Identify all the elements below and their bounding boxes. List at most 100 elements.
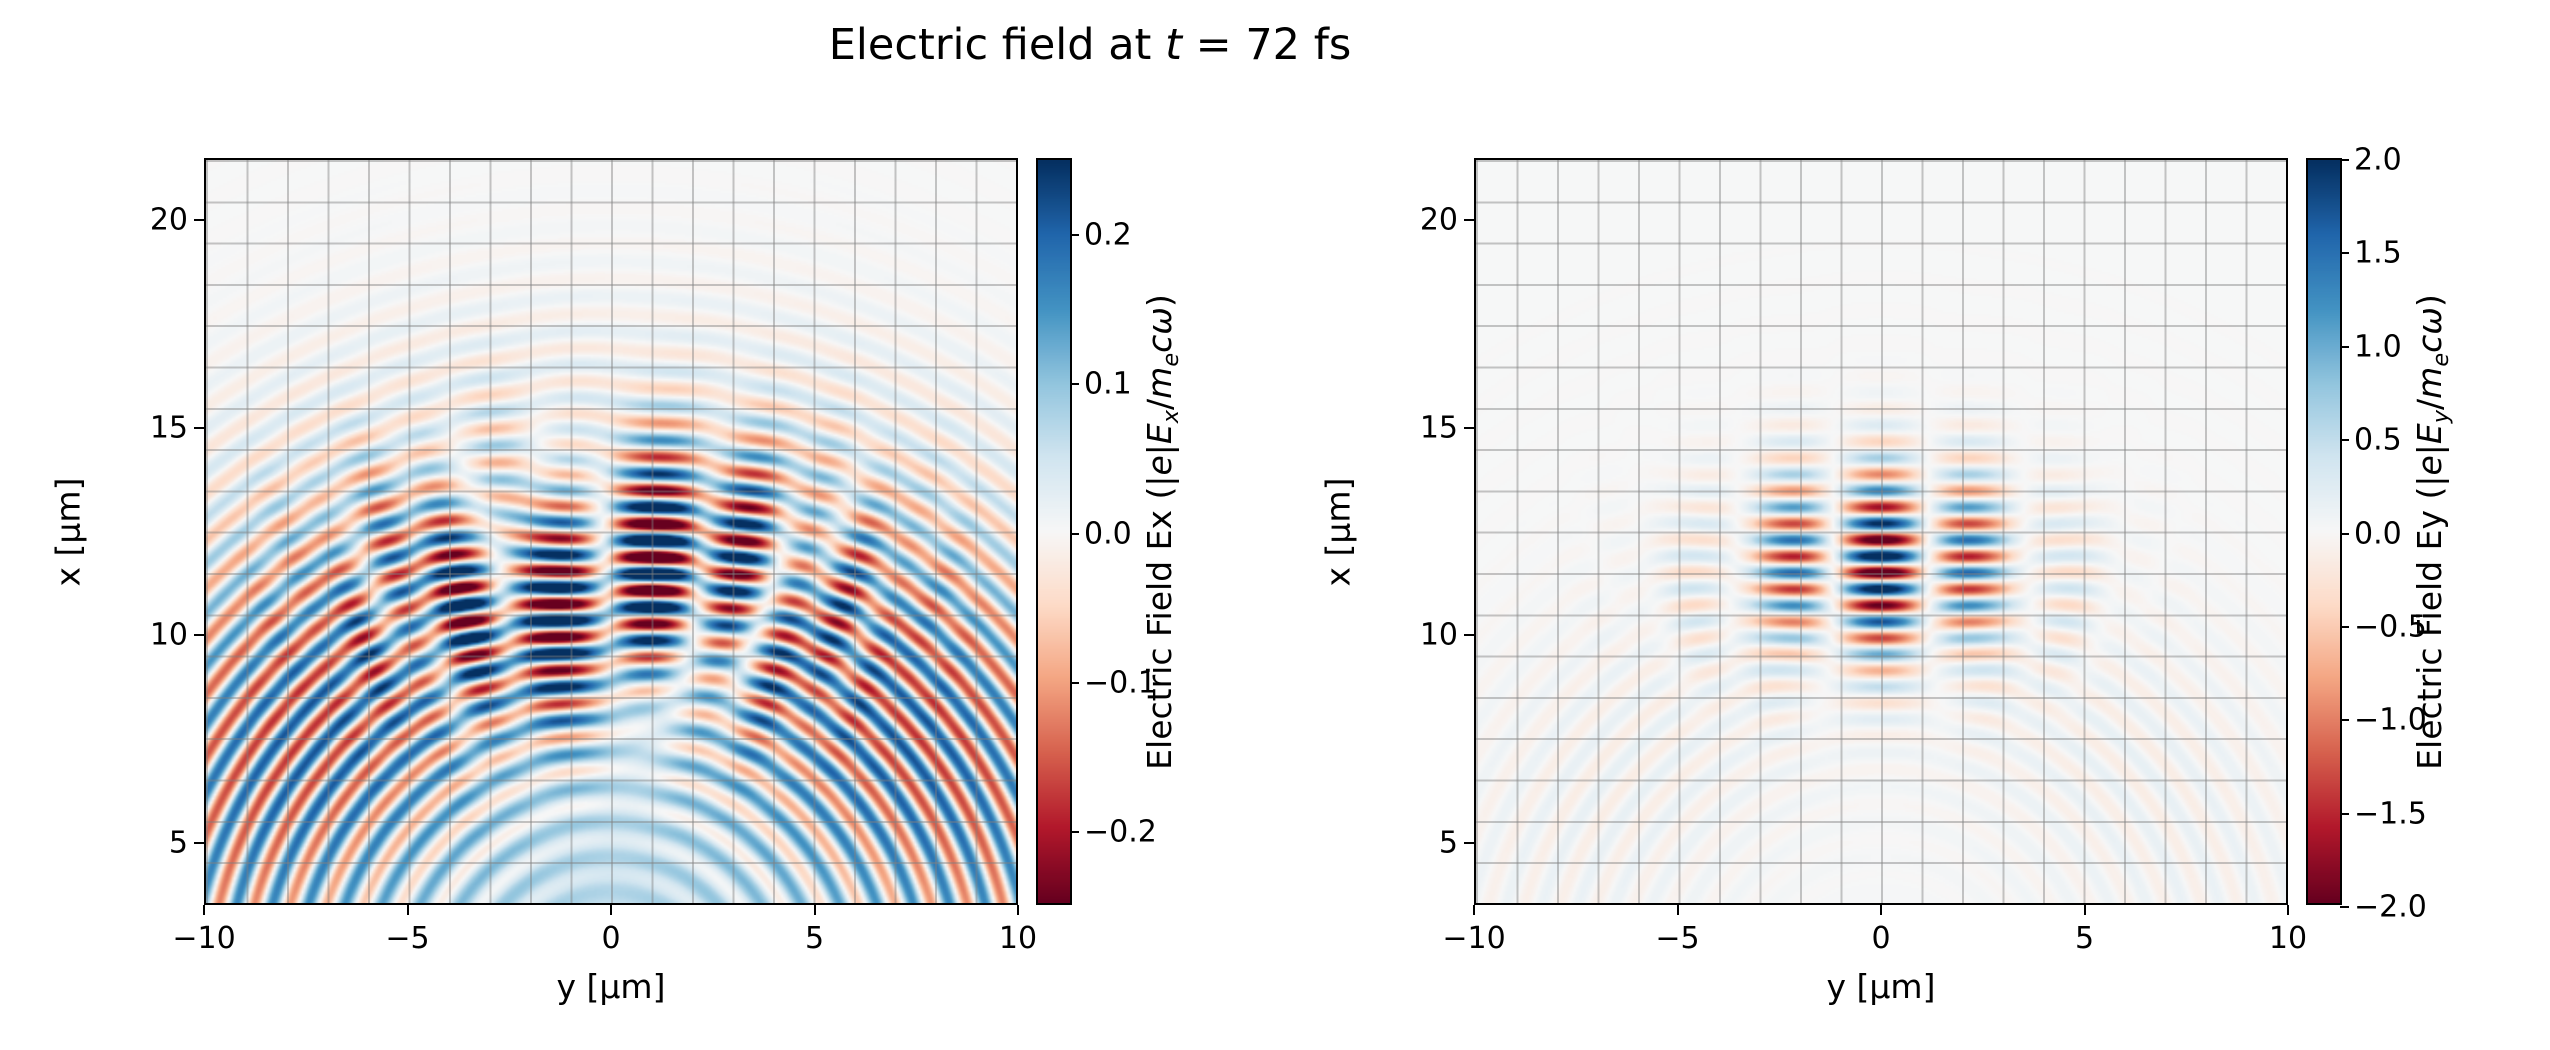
y-tick-mark xyxy=(1464,634,1474,637)
x-tick-label: 5 xyxy=(2074,921,2095,956)
figure-title: Electric field at t = 72 fs xyxy=(829,20,1352,70)
text-part: x xyxy=(1157,409,1184,423)
colorbar-tick-label: 1.5 xyxy=(2354,235,2402,271)
text-part: E xyxy=(1140,422,1180,444)
text-part: m xyxy=(1140,366,1180,399)
y-tick-label: 5 xyxy=(1438,825,1458,861)
text-part: | xyxy=(1140,443,1180,455)
y-tick-label: 15 xyxy=(1419,410,1458,446)
y-axis-label-ey: x [μm] xyxy=(1318,477,1358,586)
y-tick-label: 20 xyxy=(1419,202,1458,238)
text-part: ) xyxy=(1140,293,1180,307)
colorbar-tick-label: −1.0 xyxy=(2354,702,2427,738)
x-tick-mark xyxy=(1676,905,1679,915)
colorbar-ey-gradient xyxy=(2308,160,2340,903)
colorbar-tick-label: 1.0 xyxy=(2354,329,2402,365)
colorbar-tick-label: 0.0 xyxy=(1084,516,1132,551)
colorbar-tick-mark xyxy=(1070,383,1079,386)
colorbar-tick-mark xyxy=(1070,681,1079,684)
colorbar-tick-label: 0.1 xyxy=(1084,366,1132,402)
x-tick-mark xyxy=(610,905,612,915)
x-axis-label-ex: y [μm] xyxy=(556,967,666,1006)
x-tick-mark xyxy=(406,905,409,915)
x-tick-label: 0 xyxy=(601,921,621,956)
colorbar-ex-gradient xyxy=(1038,160,1070,903)
text-part: e xyxy=(1157,352,1184,367)
colorbar-tick-mark xyxy=(2340,625,2349,628)
colorbar-label-ey: Electric Field Ey (|e|Ey/mecω) xyxy=(2410,294,2454,770)
colorbar-tick-label: 0.2 xyxy=(1084,217,1132,253)
colorbar-ey: Electric Field Ey (|e|Ey/mecω) 2.0 1.5 1.0… xyxy=(2306,143,2454,925)
x-tick-label: −5 xyxy=(1655,921,1700,956)
colorbar-tick-label: −1.5 xyxy=(2354,796,2427,832)
colorbar-tick-mark xyxy=(2340,159,2349,161)
y-tick-mark xyxy=(194,634,204,637)
y-tick-mark xyxy=(194,841,204,844)
x-tick-label: 10 xyxy=(2268,921,2308,956)
y-tick-mark xyxy=(1464,841,1474,844)
y-tick-label: 15 xyxy=(149,410,188,446)
colorbar-tick-mark xyxy=(1070,831,1079,834)
x-tick-label: −5 xyxy=(385,921,430,956)
colorbar-tick-mark xyxy=(2340,906,2349,908)
x-tick-label: 10 xyxy=(998,921,1038,956)
plot-area-ey xyxy=(1474,158,2288,905)
text-part: y xyxy=(2427,409,2454,423)
x-tick-label: −10 xyxy=(172,921,236,956)
colorbar-ex: Electric Field Ex (|e|Ex/mecω) 0.2 0.1 0.0… xyxy=(1036,158,1184,905)
colorbar-tick-mark xyxy=(2340,719,2349,722)
x-axis-label-ey: y [μm] xyxy=(1826,967,1936,1006)
heatmap-ey-canvas xyxy=(1476,160,2286,903)
y-tick-label: 20 xyxy=(149,202,188,238)
text-part: c xyxy=(1140,334,1180,353)
y-tick-label: 10 xyxy=(1419,617,1458,653)
colorbar-tick-label: −0.1 xyxy=(1084,665,1157,701)
text-part: ω xyxy=(2410,306,2450,335)
colorbar-tick-label: −2.0 xyxy=(2354,889,2427,925)
y-tick-mark xyxy=(1464,219,1474,222)
text-part: = 72 fs xyxy=(1181,20,1352,70)
colorbar-tick-label: −0.2 xyxy=(1084,814,1157,850)
y-tick-label: 5 xyxy=(168,825,188,861)
text-part: E xyxy=(2410,422,2450,444)
text-part: Electric field at xyxy=(828,20,1166,70)
x-tick-mark xyxy=(813,905,816,915)
x-tick-mark xyxy=(1473,905,1475,915)
text-part: Electric Field Ex (| xyxy=(1140,475,1180,770)
text-part: c xyxy=(2410,334,2450,353)
heatmap-ex-canvas xyxy=(206,160,1016,903)
text-part: / xyxy=(2410,398,2450,410)
text-part: e xyxy=(1140,454,1180,476)
y-tick-mark xyxy=(1464,426,1474,429)
x-tick-label: −10 xyxy=(1442,921,1506,956)
x-tick-mark xyxy=(1017,905,1019,915)
y-axis-label-ex: x [μm] xyxy=(48,477,88,586)
colorbar-tick-label: −0.5 xyxy=(2354,609,2427,645)
colorbar-tick-mark xyxy=(2340,252,2349,255)
colorbar-tick-mark xyxy=(2340,812,2349,815)
colorbar-tick-mark xyxy=(2340,439,2349,442)
text-part: t xyxy=(1165,20,1182,70)
text-part: | xyxy=(2410,443,2450,455)
x-tick-mark xyxy=(1880,905,1882,915)
y-tick-mark xyxy=(194,426,204,429)
y-tick-label: 10 xyxy=(149,617,188,653)
text-part: e xyxy=(2410,454,2450,476)
x-tick-mark xyxy=(2287,905,2289,915)
x-tick-mark xyxy=(2083,905,2086,915)
text-part: ω xyxy=(1140,306,1180,335)
y-tick-mark xyxy=(194,219,204,222)
panel-ex: y [μm] x [μm] Electric Field Ex (|e|Ex/m… xyxy=(49,158,1184,1006)
colorbar-tick-mark xyxy=(1070,233,1079,236)
colorbar-tick-label: 0.0 xyxy=(2354,516,2402,551)
colorbar-tick-label: 0.5 xyxy=(2354,422,2402,458)
text-part: ) xyxy=(2410,293,2450,307)
colorbar-tick-label: 2.0 xyxy=(2354,142,2402,178)
text-part: / xyxy=(1140,398,1180,410)
colorbar-tick-mark xyxy=(2340,532,2349,535)
colorbar-tick-mark xyxy=(2340,345,2349,348)
plot-area-ex xyxy=(204,158,1018,905)
text-part: e xyxy=(2427,352,2454,367)
colorbar-tick-mark xyxy=(1070,532,1079,535)
x-tick-label: 0 xyxy=(1871,921,1891,956)
